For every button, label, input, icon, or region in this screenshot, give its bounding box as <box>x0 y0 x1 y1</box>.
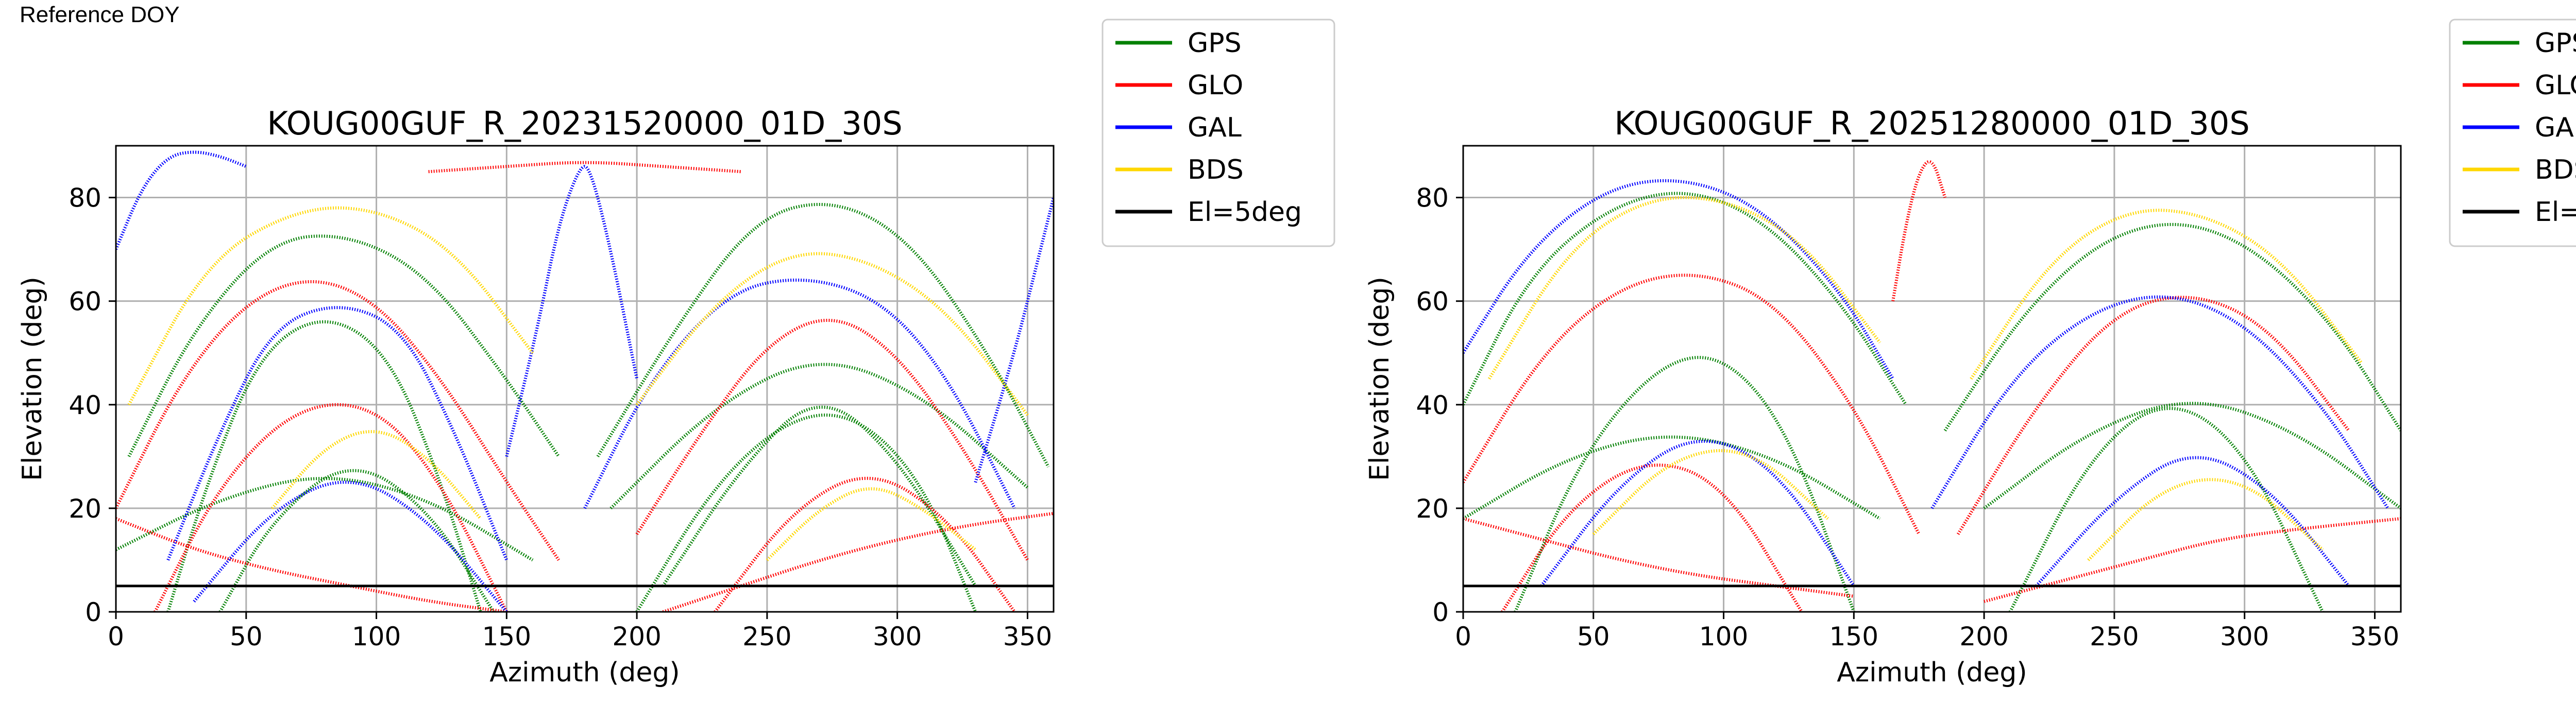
track-glo <box>154 403 509 612</box>
x-axis-label: Azimuth (deg) <box>1837 657 2027 688</box>
x-tick-label: 50 <box>230 622 263 652</box>
track-bds <box>635 252 1029 416</box>
legend-label: GPS <box>1188 28 1242 59</box>
track-gps <box>1463 435 1881 520</box>
y-axis-label: Elevation (deg) <box>1364 277 1395 481</box>
x-tick-label: 150 <box>482 622 531 652</box>
track-glo <box>1891 160 1947 302</box>
x-tick-label: 250 <box>742 622 791 652</box>
track-glo <box>428 161 741 174</box>
legend: GPS GLO GAL BDS El=5deg <box>2449 19 2576 247</box>
track-glo <box>1463 517 1854 598</box>
track-glo <box>662 511 1054 612</box>
track-gps <box>1943 222 2401 432</box>
y-tick-label: 0 <box>85 597 101 627</box>
axes-frame <box>115 145 1055 613</box>
y-tick-label: 80 <box>69 183 101 213</box>
y-tick-label: 60 <box>69 287 101 317</box>
legend-label: GAL <box>2535 112 2576 143</box>
track-bds <box>1592 449 1829 536</box>
track-gal <box>116 150 247 250</box>
y-axis-label: Elevation (deg) <box>17 277 48 481</box>
y-tick-label: 20 <box>69 494 101 524</box>
track-gps <box>1983 402 2401 510</box>
track-gps <box>116 477 534 562</box>
y-tick-label: 80 <box>1416 183 1449 213</box>
track-bds <box>766 487 977 561</box>
track-gal <box>2035 456 2350 587</box>
track-glo <box>1956 296 2350 535</box>
legend-box <box>2449 19 2576 247</box>
x-tick-label: 0 <box>108 622 124 652</box>
legend-label: GAL <box>1188 112 1242 143</box>
legend: GPS GLO GAL BDS El=5deg <box>1101 19 1335 247</box>
y-tick-label: 60 <box>1416 287 1449 317</box>
track-bds <box>1487 196 1882 380</box>
x-tick-label: 150 <box>1829 622 1878 652</box>
track-glo <box>635 319 1029 561</box>
x-tick-label: 100 <box>1699 622 1748 652</box>
plot-area <box>116 150 1054 612</box>
legend-label: El=5deg <box>1188 197 1302 228</box>
chart-panel-2: 0 50 100 150 200 250 300 350 0 20 40 60 80 KOUG00GUF_… <box>1364 19 2576 688</box>
x-tick-label: 250 <box>2090 622 2139 652</box>
track-gal <box>1540 439 1855 587</box>
chart-title: KOUG00GUF_R_20251280000_01D_30S <box>1614 105 2249 142</box>
chart-title: KOUG00GUF_R_20231520000_01D_30S <box>267 105 902 142</box>
track-gal <box>166 306 509 561</box>
track-gps <box>1463 192 1907 406</box>
track-bds <box>1970 209 2363 380</box>
x-tick-label: 0 <box>1455 622 1471 652</box>
legend-label: GLO <box>2535 70 2576 101</box>
track-gps <box>596 203 1050 468</box>
x-tick-label: 300 <box>873 622 922 652</box>
track-gps <box>166 320 482 612</box>
x-axis-label: Azimuth (deg) <box>489 657 680 688</box>
x-tick-label: 200 <box>612 622 661 652</box>
track-bds <box>127 206 534 406</box>
legend-label: BDS <box>1188 155 1244 185</box>
track-bds <box>2087 478 2324 561</box>
track-gal <box>1463 179 1894 380</box>
track-gps <box>127 234 561 458</box>
track-gal <box>974 197 1054 483</box>
track-glo <box>1984 517 2401 603</box>
track-glo <box>116 280 560 561</box>
x-tick-label: 350 <box>1003 622 1052 652</box>
x-tick-label: 50 <box>1577 622 1610 652</box>
legend-label: GPS <box>2535 28 2576 59</box>
track-gps <box>662 405 977 587</box>
track-glo <box>714 476 1016 612</box>
x-tick-label: 300 <box>2220 622 2269 652</box>
y-tick-label: 0 <box>1432 597 1449 627</box>
legend-box <box>1101 19 1335 247</box>
legend-label: El=5deg <box>2535 197 2576 228</box>
track-gps <box>609 363 1029 510</box>
track-gal <box>1930 295 2389 509</box>
axes-frame <box>1462 145 2402 613</box>
y-tick-label: 20 <box>1416 494 1449 524</box>
x-tick-label: 200 <box>1959 622 2008 652</box>
legend-label: GLO <box>1188 70 1243 101</box>
track-gal <box>505 165 639 457</box>
track-gal <box>583 278 1016 509</box>
x-tick-label: 100 <box>352 622 401 652</box>
reference-doy-label: Reference DOY <box>20 2 180 27</box>
track-gps <box>1514 356 1856 612</box>
y-tick-label: 40 <box>1416 390 1449 420</box>
track-gps <box>635 413 977 612</box>
x-tick-label: 350 <box>2350 622 2399 652</box>
track-bds <box>271 430 482 520</box>
track-gps <box>218 469 495 612</box>
y-tick-label: 40 <box>69 390 101 420</box>
plot-area <box>1463 160 2401 612</box>
legend-label: BDS <box>2535 155 2576 185</box>
chart-panel-1: 0 50 100 150 200 250 300 350 0 20 40 60 80 KOUG00GUF_… <box>17 19 1335 688</box>
track-glo <box>116 517 507 612</box>
